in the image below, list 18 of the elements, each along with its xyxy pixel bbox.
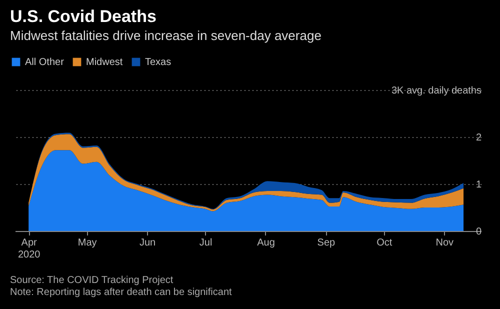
chart-title: U.S. Covid Deaths — [10, 6, 158, 27]
x-tick-label: Oct — [376, 238, 392, 248]
legend-label: Midwest — [86, 57, 123, 68]
x-tick-label: Apr 2020 — [18, 238, 41, 260]
text: Note: Reporting lags after death can be significant — [10, 287, 232, 299]
legend-label: Texas — [145, 57, 172, 68]
legend-label: All Other — [25, 57, 65, 68]
x-tick-label: May — [78, 238, 97, 248]
y-tick-label: 2 — [476, 132, 482, 144]
source-note: Source: The COVID Tracking Project — [10, 275, 174, 287]
chart-subtitle: Midwest fatalities drive increase in seven-day average — [10, 27, 322, 44]
x-tick-label: Jul — [199, 238, 212, 248]
y-tick-label: 1 — [476, 180, 482, 190]
y-tick-label: 3K avg. daily deaths — [391, 86, 482, 96]
x-tick-label: Aug — [257, 238, 275, 248]
x-tick-label: Jun — [139, 238, 156, 248]
x-tick-label: Sep — [317, 238, 336, 248]
x-tick-label: Nov — [436, 238, 454, 248]
